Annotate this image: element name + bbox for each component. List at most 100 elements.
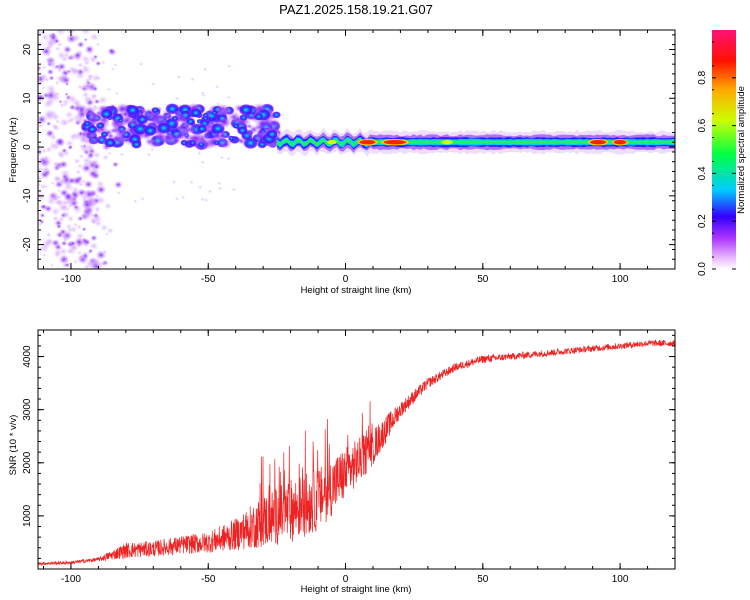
snr-ytick-label: 1000 xyxy=(22,504,33,527)
snr-ticks: -100 -50 0 50 100 1000 2000 3000 4000 xyxy=(22,330,676,585)
spectrogram-speckle xyxy=(107,47,115,54)
spectrogram-speckle xyxy=(75,169,82,175)
spectrogram-speckle xyxy=(196,151,202,156)
spectrogram-speckle xyxy=(58,160,69,169)
spectrogram-speckle xyxy=(50,57,56,63)
spectrogram-speckle xyxy=(214,84,220,89)
spectrogram-speckle xyxy=(60,55,69,63)
spectrogram-speckle xyxy=(54,45,61,52)
spectrogram-xtick-label: -50 xyxy=(201,274,216,285)
snr-xtick-label: 50 xyxy=(477,574,489,585)
spectrogram-speckle xyxy=(95,193,101,198)
spectrogram-speckle xyxy=(88,216,98,225)
spectrogram-blob xyxy=(212,132,222,140)
spectrogram-blob xyxy=(176,120,192,134)
spectrogram-speckle xyxy=(38,93,45,102)
spectrogram-speckle xyxy=(68,144,74,150)
spectrogram-speckle xyxy=(67,203,73,209)
spectrogram-speckle xyxy=(76,215,84,222)
spectrogram-speckle xyxy=(51,123,59,130)
colorbar-tick-label: 0.4 xyxy=(697,166,708,180)
spectrogram-speckle xyxy=(90,234,98,242)
colorbar-tick-label: 0.0 xyxy=(697,262,708,276)
spectrogram-speckle xyxy=(91,201,97,206)
colorbar-gradient xyxy=(712,30,736,269)
spectrogram-speckle xyxy=(95,42,101,47)
spectrogram-speckle xyxy=(41,252,47,258)
spectrogram-speckle xyxy=(73,259,79,264)
spectrogram-speckle xyxy=(150,82,156,87)
spectrogram-speckle xyxy=(42,99,54,109)
spectrogram-speckle xyxy=(93,98,101,105)
spectrogram-speckle xyxy=(201,93,207,98)
spectrogram-speckle xyxy=(200,197,206,202)
spectrogram-speckle xyxy=(78,143,87,150)
spectrogram-speckle xyxy=(216,181,222,186)
snr-ytick-label: 3000 xyxy=(22,398,33,421)
spectrogram-speckle xyxy=(82,65,88,71)
spectrogram-speckle xyxy=(197,185,203,190)
spectrogram-speckle xyxy=(132,199,138,204)
spectrogram-ytick-label: 10 xyxy=(22,92,33,104)
spectrogram-speckle xyxy=(73,204,80,210)
spectrogram-speckle xyxy=(50,206,61,217)
spectrogram-hotspot xyxy=(441,139,454,145)
spectrogram-xtick-label: -100 xyxy=(61,274,81,285)
spectrogram-speckle xyxy=(84,86,90,91)
spectrogram-blob xyxy=(189,107,203,118)
spectrogram-speckle xyxy=(106,87,112,92)
spectrogram-speckle xyxy=(83,189,96,200)
spectrogram-speckle xyxy=(207,189,213,194)
spectrogram-speckle xyxy=(107,151,113,156)
spectrogram-speckle xyxy=(38,245,45,254)
spectrogram-blob xyxy=(106,132,115,140)
spectrogram-speckle xyxy=(217,186,223,191)
spectrogram-blob xyxy=(271,111,282,119)
spectrogram-speckle xyxy=(80,30,92,36)
spectrogram-blob xyxy=(151,106,160,114)
colorbar-tick-label: 0.8 xyxy=(697,70,708,84)
spectrogram-speckle xyxy=(149,147,155,152)
spectrogram-speckle xyxy=(54,30,67,37)
snr-frame xyxy=(37,329,676,570)
spectrogram-speckle xyxy=(174,96,180,101)
spectrogram-ytick-label: 0 xyxy=(22,144,33,150)
spectrogram-speckle xyxy=(39,183,48,191)
snr-xtick-label: -100 xyxy=(61,574,81,585)
spectrogram-speckle xyxy=(42,110,55,121)
spectrogram-blob xyxy=(143,124,158,137)
spectrogram-speckle xyxy=(47,140,60,152)
spectrogram-blob xyxy=(160,131,176,144)
spectrogram-speckle xyxy=(138,62,144,67)
spectrogram-speckle xyxy=(87,76,93,81)
spectrogram-speckle xyxy=(39,212,46,219)
spectrogram-blob xyxy=(161,111,171,119)
spectrogram-speckle xyxy=(119,152,125,157)
spectrogram-blob xyxy=(96,135,103,141)
spectrogram-speckle xyxy=(65,223,73,230)
spectrogram-speckle xyxy=(49,133,58,142)
spectrogram-speckle xyxy=(77,253,87,262)
spectrogram-speckle xyxy=(83,264,90,269)
snr-ytick-label: 2000 xyxy=(22,451,33,474)
spectrogram-blob xyxy=(103,137,117,148)
spectrogram-speckle xyxy=(83,37,88,42)
spectrogram-speckle xyxy=(50,181,55,186)
spectrogram-speckle xyxy=(44,90,57,101)
spectrogram-speckle xyxy=(84,45,95,54)
spectrogram-speckle xyxy=(95,184,107,195)
spectrogram-speckle xyxy=(200,160,206,165)
spectrogram-speckle xyxy=(78,153,85,160)
spectrogram-speckle xyxy=(103,202,113,210)
spectrogram-speckle xyxy=(45,121,52,127)
spectrogram-blob xyxy=(238,103,254,116)
colorbar-tick-label: 0.6 xyxy=(697,118,708,132)
spectrogram-speckle xyxy=(68,116,76,123)
spectrogram-speckle xyxy=(174,196,180,201)
spectrogram-speckle xyxy=(73,222,79,228)
spectrogram-speckle xyxy=(59,232,71,243)
spectrogram-xtick-label: 50 xyxy=(477,274,489,285)
spectrogram-speckle xyxy=(101,153,110,161)
spectrogram-speckle xyxy=(56,150,64,158)
spectrogram-speckle xyxy=(67,249,73,254)
